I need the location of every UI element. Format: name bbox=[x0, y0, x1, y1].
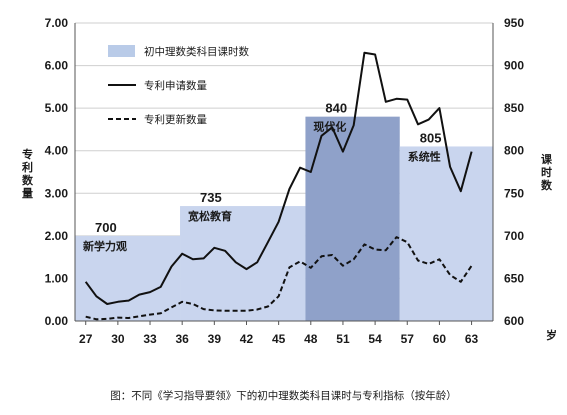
right-tick-label: 800 bbox=[504, 144, 524, 158]
right-tick-label: 700 bbox=[504, 229, 524, 243]
left-tick-label: 2.00 bbox=[45, 229, 69, 243]
left-tick-label: 1.00 bbox=[45, 271, 69, 285]
legend-swatch-hours bbox=[108, 45, 135, 57]
right-axis-title: 课时数 bbox=[541, 152, 553, 192]
left-tick-label: 0.00 bbox=[45, 314, 69, 328]
series-line-applications bbox=[84, 51, 473, 305]
left-tick-label: 5.00 bbox=[45, 101, 69, 115]
legend-label-applications: 专利申请数量 bbox=[144, 79, 207, 92]
band-bar bbox=[75, 235, 181, 321]
right-tick-label: 900 bbox=[504, 59, 524, 73]
x-tick-label: 36 bbox=[175, 332, 189, 346]
left-tick-label: 4.00 bbox=[45, 144, 69, 158]
x-tick-label: 48 bbox=[304, 332, 318, 346]
band-value-label: 840 bbox=[325, 101, 347, 116]
x-tick-label: 51 bbox=[336, 332, 350, 346]
x-tick-label: 63 bbox=[465, 332, 479, 346]
right-tick-label: 650 bbox=[504, 271, 524, 285]
chart: 0.00 1.00 2.00 3.00 4.00 5.00 6.00 7.00 600 650 70… bbox=[22, 16, 557, 346]
series-line-renewals bbox=[85, 236, 473, 321]
band-labels: 700 新学力观 735 宽松教育 840 现代化 805 系统性 bbox=[83, 101, 441, 253]
left-tick-label: 7.00 bbox=[45, 16, 69, 30]
right-tick-label: 750 bbox=[504, 186, 524, 200]
band-name-label: 宽松教育 bbox=[187, 209, 232, 223]
figure-caption: 图：不同《学习指导要领》下的初中理数类科目课时与专利指标（按年龄） bbox=[110, 390, 457, 402]
x-axis-unit: 岁 bbox=[546, 328, 557, 342]
band-bar bbox=[305, 116, 400, 322]
x-tick-label: 27 bbox=[79, 332, 93, 346]
axes: 0.00 1.00 2.00 3.00 4.00 5.00 6.00 7.00 600 650 70… bbox=[45, 16, 525, 346]
x-tick-label: 57 bbox=[401, 332, 415, 346]
band-value-label: 700 bbox=[95, 220, 117, 235]
band-name-label: 系统性 bbox=[408, 149, 441, 163]
left-axis-title: 专利数量 bbox=[22, 147, 34, 200]
band-name-label: 现代化 bbox=[313, 120, 346, 134]
band-bar bbox=[399, 146, 493, 321]
series-lines bbox=[84, 51, 473, 321]
legend-label-hours: 初中理数类科目课时数 bbox=[144, 45, 249, 58]
x-tick-label: 39 bbox=[208, 332, 222, 346]
legend: 初中理数类科目课时数 专利申请数量 专利更新数量 bbox=[108, 45, 249, 126]
x-tick-label: 45 bbox=[272, 332, 286, 346]
x-tick-label: 60 bbox=[433, 332, 447, 346]
x-tick-label: 42 bbox=[240, 332, 254, 346]
band-bar bbox=[180, 206, 306, 321]
x-tick-label: 30 bbox=[111, 332, 125, 346]
band-value-label: 805 bbox=[420, 130, 442, 145]
right-tick-label: 600 bbox=[504, 314, 524, 328]
x-tick-label: 54 bbox=[368, 332, 382, 346]
legend-label-renewals: 专利更新数量 bbox=[144, 113, 207, 126]
left-tick-label: 6.00 bbox=[45, 59, 69, 73]
band-value-label: 735 bbox=[200, 190, 222, 205]
curriculum-bands bbox=[75, 116, 493, 322]
left-tick-label: 3.00 bbox=[45, 186, 69, 200]
band-name-label: 新学力观 bbox=[83, 239, 127, 253]
x-tick-label: 33 bbox=[143, 332, 157, 346]
right-tick-label: 850 bbox=[504, 101, 524, 115]
right-tick-label: 950 bbox=[504, 16, 524, 30]
